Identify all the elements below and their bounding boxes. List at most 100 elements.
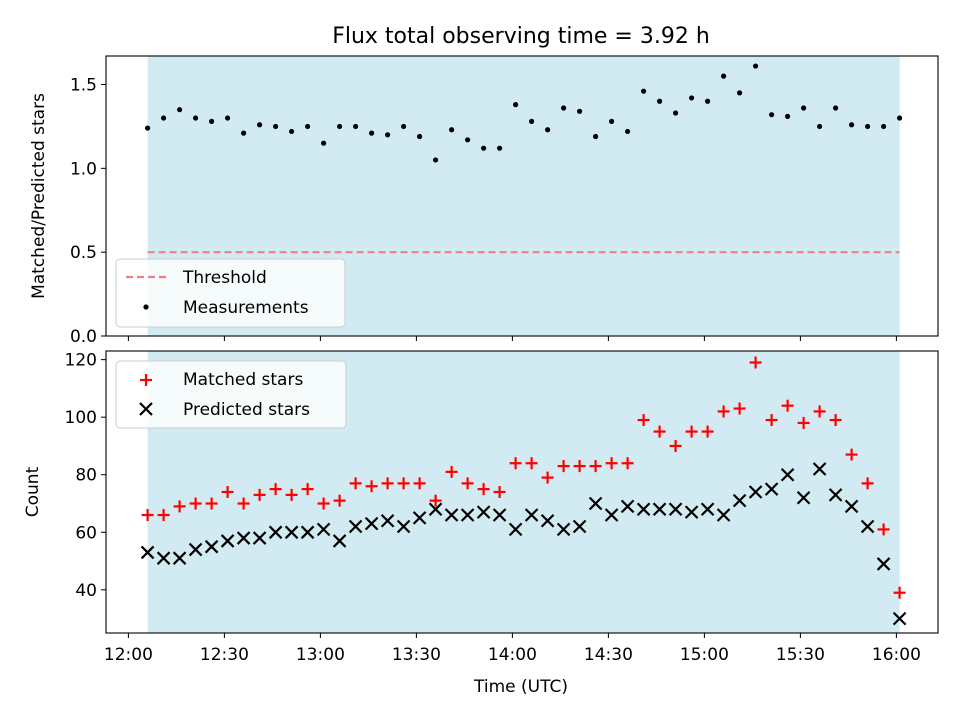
- measurement-point: [865, 123, 871, 130]
- predicted-stars-point: [460, 508, 475, 522]
- matched-stars-point: [605, 457, 618, 470]
- matched-stars-point: [333, 494, 346, 507]
- measurement-point: [337, 123, 343, 130]
- count-y-axis-label: Count: [23, 466, 43, 517]
- measurement-point: [881, 123, 887, 130]
- matched-stars-point: [253, 488, 266, 501]
- predicted-stars-point: [796, 490, 811, 505]
- count-y-tick-label: 40: [75, 581, 97, 601]
- matched-stars-point: [445, 465, 458, 478]
- measurement-point: [321, 140, 327, 146]
- measurement-point: [417, 133, 423, 140]
- count-legend: Matched stars Predicted stars: [115, 360, 347, 429]
- predicted-stars-point: [268, 525, 283, 540]
- measurement-point: [625, 128, 631, 135]
- measurement-point: [721, 73, 727, 79]
- x-tick-label: 15:00: [680, 645, 729, 665]
- measurement-point: [737, 90, 743, 96]
- ratio-legend: Threshold Measurements: [115, 258, 346, 328]
- x-tick-label: 12:00: [104, 645, 153, 665]
- matched-stars-point: [509, 457, 522, 470]
- x-tick-label: 15:30: [776, 645, 825, 665]
- measurement-point: [897, 115, 903, 121]
- measurement-point: [561, 105, 567, 111]
- matched-stars-point: [733, 402, 746, 415]
- predicted-stars-point: [636, 502, 651, 517]
- predicted-stars-point: [204, 539, 219, 554]
- count-panel-frame: [105, 350, 939, 634]
- matched-stars-point: [621, 457, 634, 470]
- measurement-point: [705, 98, 711, 104]
- legend-matched-label: Matched stars: [183, 370, 303, 390]
- predicted-stars-point: [252, 531, 267, 545]
- matched-stars-point: [269, 483, 282, 496]
- measurement-point: [305, 123, 311, 130]
- predicted-stars-point: [284, 525, 299, 540]
- x-axis-label: Time (UTC): [473, 677, 568, 697]
- matched-stars-point: [429, 494, 442, 507]
- matched-stars-point: [845, 448, 858, 461]
- predicted-stars-point: [892, 611, 907, 626]
- predicted-stars-point: [236, 531, 251, 545]
- legend-predicted-swatch: [139, 402, 153, 416]
- matched-stars-point: [365, 480, 378, 493]
- predicted-stars-point: [668, 502, 683, 517]
- matched-stars-point: [877, 523, 890, 536]
- measurement-point: [545, 127, 551, 133]
- matched-stars-point: [157, 509, 170, 522]
- predicted-stars-point: [716, 508, 731, 522]
- ratio-y-axis-label: Matched/Predicted stars: [29, 93, 49, 299]
- legend-threshold-label: Threshold: [182, 268, 267, 288]
- measurement-point: [577, 108, 583, 114]
- measurement-point: [193, 115, 199, 121]
- predicted-stars-point: [348, 519, 363, 534]
- measurement-point: [769, 112, 775, 118]
- predicted-stars-point: [748, 485, 763, 499]
- predicted-stars-point: [300, 525, 315, 540]
- measurement-point: [401, 123, 407, 130]
- predicted-stars-point: [876, 557, 891, 571]
- matched-stars-point: [557, 460, 570, 473]
- predicted-stars-point: [604, 508, 619, 522]
- predicted-stars-point: [172, 551, 187, 565]
- predicted-stars-point: [428, 502, 443, 517]
- ratio-legend-box: [115, 258, 346, 328]
- matched-stars-point: [829, 414, 842, 427]
- measurement-point: [353, 123, 359, 130]
- predicted-stars-point: [140, 545, 155, 560]
- measurement-point: [241, 130, 247, 136]
- measurement-point: [385, 132, 391, 138]
- predicted-stars-point: [828, 488, 843, 502]
- matched-stars-point: [301, 483, 314, 496]
- matched-stars-point: [541, 471, 554, 484]
- count-panel: 40 60 80 100 120 12:00 12:30 13:00 13:30 14:00 14:…: [23, 350, 939, 697]
- matched-stars-point: [589, 460, 602, 473]
- matched-stars-point: [349, 477, 362, 490]
- predicted-stars-point: [412, 511, 427, 525]
- predicted-stars-point: [556, 522, 571, 537]
- matched-stars-point: [189, 497, 202, 510]
- measurement-point: [209, 118, 215, 124]
- ratio-y-tick-label: 0.5: [70, 243, 97, 263]
- measurement-point: [785, 113, 791, 119]
- predicted-stars-point: [700, 502, 715, 517]
- predicted-stars-point: [156, 551, 171, 565]
- count-y-tick-label: 120: [65, 351, 97, 371]
- matched-stars-point: [637, 414, 650, 427]
- count-legend-box: [115, 360, 347, 429]
- measurement-point: [593, 133, 599, 140]
- legend-matched-swatch: [140, 374, 152, 386]
- matched-stars-point: [653, 425, 666, 438]
- predicted-stars-point: [620, 499, 635, 514]
- x-tick-label: 13:30: [392, 645, 441, 665]
- measurement-point: [177, 107, 183, 113]
- matched-stars-point: [685, 425, 698, 438]
- matched-stars-point: [861, 477, 874, 490]
- measurement-point: [465, 137, 471, 143]
- measurement-point: [753, 63, 759, 69]
- count-y-tick-label: 60: [75, 523, 97, 543]
- measurement-point: [689, 95, 695, 101]
- predicted-stars-point: [188, 542, 203, 557]
- matched-stars-point: [413, 477, 426, 490]
- matched-stars-point: [141, 509, 154, 522]
